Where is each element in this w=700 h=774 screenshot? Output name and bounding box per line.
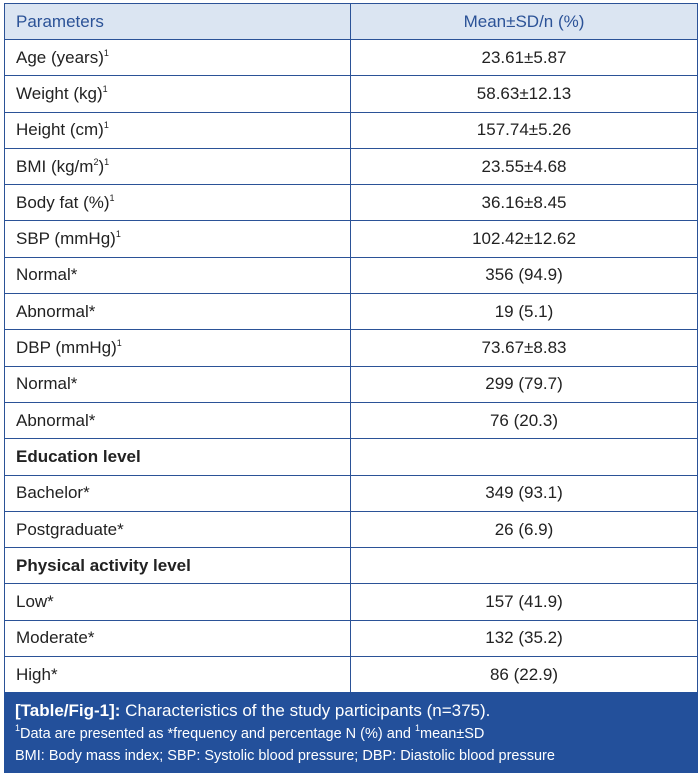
row-value: 19 (5.1)	[350, 293, 698, 331]
row-value: 58.63±12.13	[350, 75, 698, 113]
table-row: Abnormal* 76 (20.3)	[4, 401, 698, 440]
table-row: Postgraduate* 26 (6.9)	[4, 510, 698, 549]
superscript: 1	[104, 156, 110, 167]
caption: [Table/Fig-1]: Characteristics of the st…	[4, 692, 698, 774]
row-label: DBP (mmHg)1	[4, 329, 351, 367]
row-value	[350, 438, 698, 476]
label-text: )	[98, 156, 105, 176]
table-row: Normal* 299 (79.7)	[4, 365, 698, 403]
row-value: 157.74±5.26	[350, 111, 698, 149]
label-text: Height (cm)	[16, 120, 104, 140]
label-text: Education level	[16, 446, 141, 466]
row-value: 132 (35.2)	[350, 619, 698, 658]
superscript: 1	[109, 192, 115, 203]
table-row: Weight (kg)1 58.63±12.13	[4, 75, 698, 113]
footnote-abbreviations: BMI: Body mass index; SBP: Systolic bloo…	[15, 748, 555, 765]
row-value: 356 (94.9)	[350, 256, 698, 295]
row-label: Normal*	[4, 256, 351, 295]
row-label: BMI (kg/m2)1	[4, 147, 351, 186]
row-label: Abnormal*	[4, 293, 351, 331]
label-text: Low*	[16, 592, 54, 612]
superscript: 1	[102, 83, 108, 94]
header-row: Parameters Mean±SD/n (%)	[4, 3, 698, 40]
caption-label: [Table/Fig-1]:	[15, 701, 121, 721]
row-value: 23.55±4.68	[350, 147, 698, 186]
header-parameters: Parameters	[4, 3, 351, 40]
row-value: 349 (93.1)	[350, 474, 698, 512]
row-label: Abnormal*	[4, 401, 351, 440]
table-row: Low* 157 (41.9)	[4, 583, 698, 621]
row-label: Weight (kg)1	[4, 75, 351, 113]
row-value: 86 (22.9)	[350, 656, 698, 694]
label-text: Physical activity level	[16, 555, 191, 575]
label-text: Bachelor*	[16, 483, 90, 503]
footnote-marker: 1	[15, 723, 21, 734]
row-label: Physical activity level	[4, 547, 351, 585]
table-row: High* 86 (22.9)	[4, 656, 698, 694]
table-row: BMI (kg/m2)1 23.55±4.68	[4, 147, 698, 186]
footnote-marker: 1	[414, 723, 420, 734]
label-text: Body fat (%)	[16, 192, 110, 212]
superscript: 1	[116, 338, 122, 349]
footnote-1-tail: mean±SD	[420, 726, 485, 743]
row-value: 76 (20.3)	[350, 401, 698, 440]
row-value: 23.61±5.87	[350, 38, 698, 77]
row-value: 102.42±12.62	[350, 220, 698, 258]
table-row: Height (cm)1 157.74±5.26	[4, 111, 698, 149]
row-value: 299 (79.7)	[350, 365, 698, 403]
label-text: BMI (kg/m	[16, 156, 94, 176]
row-label: Normal*	[4, 365, 351, 403]
table-row: Abnormal* 19 (5.1)	[4, 293, 698, 331]
label-text: DBP (mmHg)	[16, 338, 117, 358]
row-label: Bachelor*	[4, 474, 351, 512]
label-text: Moderate*	[16, 628, 95, 648]
caption-title: Characteristics of the study participant…	[120, 701, 491, 721]
table-row: Moderate* 132 (35.2)	[4, 619, 698, 658]
label-text: Age (years)	[16, 47, 104, 67]
label-text: High*	[16, 664, 58, 684]
row-label: Low*	[4, 583, 351, 621]
row-label: Education level	[4, 438, 351, 476]
row-value: 36.16±8.45	[350, 184, 698, 222]
table-row: Education level	[4, 438, 698, 476]
row-value: 26 (6.9)	[350, 510, 698, 549]
label-text: Postgraduate*	[16, 519, 124, 539]
table-row: DBP (mmHg)1 73.67±8.83	[4, 329, 698, 367]
table-row: Body fat (%)1 36.16±8.45	[4, 184, 698, 222]
row-label: SBP (mmHg)1	[4, 220, 351, 258]
table-figure: Parameters Mean±SD/n (%) Age (years)1 23.…	[4, 3, 698, 774]
table-row: Physical activity level	[4, 547, 698, 585]
table-row: Normal* 356 (94.9)	[4, 256, 698, 295]
header-mean-sd: Mean±SD/n (%)	[350, 3, 698, 40]
label-text: Abnormal*	[16, 301, 96, 321]
footnote-1: Data are presented as *frequency and per…	[20, 726, 415, 743]
label-text: Weight (kg)	[16, 83, 103, 103]
table-row: SBP (mmHg)1 102.42±12.62	[4, 220, 698, 258]
participants-table: Parameters Mean±SD/n (%) Age (years)1 23.…	[4, 3, 698, 694]
superscript: 2	[93, 156, 99, 167]
row-value: 73.67±8.83	[350, 329, 698, 367]
row-value	[350, 547, 698, 585]
superscript: 1	[103, 120, 109, 131]
table-row: Age (years)1 23.61±5.87	[4, 38, 698, 77]
table-row: Bachelor* 349 (93.1)	[4, 474, 698, 512]
row-label: Height (cm)1	[4, 111, 351, 149]
superscript: 1	[103, 47, 109, 58]
row-label: Body fat (%)1	[4, 184, 351, 222]
row-label: Moderate*	[4, 619, 351, 658]
row-value: 157 (41.9)	[350, 583, 698, 621]
row-label: Postgraduate*	[4, 510, 351, 549]
label-text: Normal*	[16, 374, 78, 394]
label-text: SBP (mmHg)	[16, 229, 116, 249]
row-label: Age (years)1	[4, 38, 351, 77]
label-text: Normal*	[16, 265, 78, 285]
superscript: 1	[115, 229, 121, 240]
row-label: High*	[4, 656, 351, 694]
label-text: Abnormal*	[16, 410, 96, 430]
